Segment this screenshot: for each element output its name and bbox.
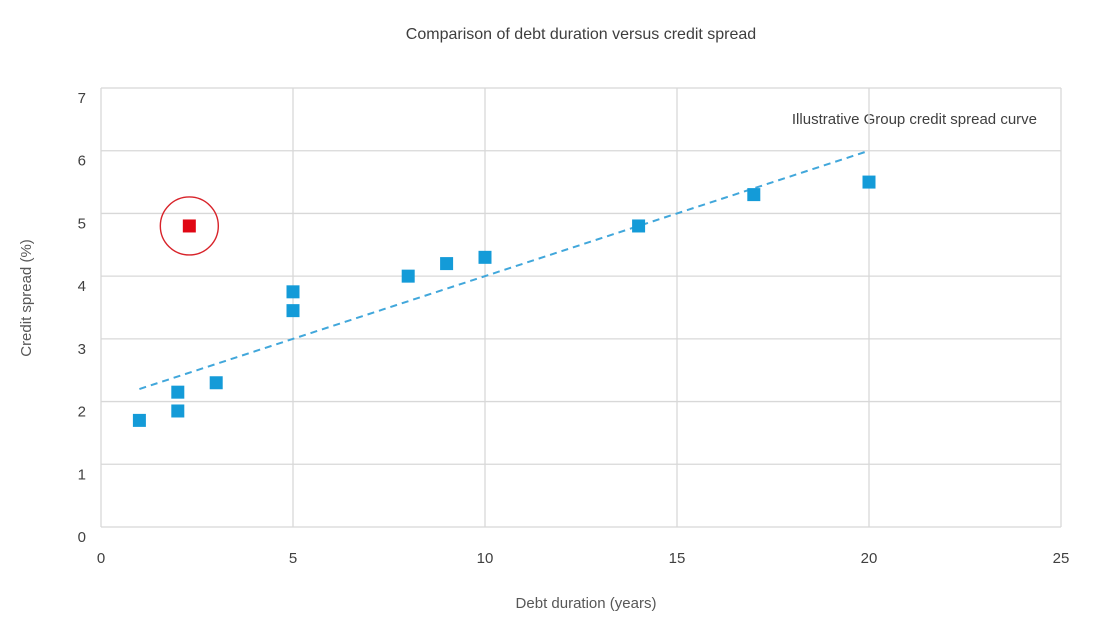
- x-tick-label: 25: [1053, 550, 1070, 567]
- x-tick-label: 15: [669, 550, 686, 567]
- data-point: [862, 175, 876, 189]
- x-tick-label: 5: [289, 550, 297, 567]
- y-tick-label: 6: [78, 153, 86, 170]
- y-tick-label: 0: [78, 529, 86, 546]
- data-point: [171, 404, 185, 418]
- plot-area: 0 5 10 15 20 25 0 1 2 3 4 5 6 7: [78, 87, 1070, 567]
- y-axis-title: Credit spread (%): [18, 239, 35, 357]
- data-point: [171, 385, 185, 399]
- data-point: [478, 250, 492, 264]
- data-point: [286, 285, 300, 299]
- highlight-circle: [159, 196, 220, 256]
- chart-title: Comparison of debt duration versus credi…: [406, 26, 756, 43]
- x-axis-title: Debt duration (years): [516, 595, 657, 612]
- y-tick-label: 3: [78, 341, 86, 358]
- highlighted-data-point: [182, 219, 196, 233]
- x-tick-label: 10: [477, 550, 494, 567]
- legend-label: Illustrative Group credit spread curve: [792, 111, 1037, 128]
- y-tick-label: 7: [78, 90, 86, 107]
- data-point: [401, 269, 415, 283]
- y-tick-label: 1: [78, 466, 86, 483]
- data-point: [632, 219, 646, 233]
- y-tick-label: 4: [78, 278, 86, 295]
- y-tick-label: 2: [78, 404, 86, 421]
- data-point: [747, 188, 761, 202]
- y-tick-label: 5: [78, 215, 86, 232]
- data-point: [132, 413, 146, 427]
- trend-line: [139, 149, 870, 390]
- data-point: [440, 257, 454, 271]
- x-tick-label: 0: [97, 550, 105, 567]
- x-tick-label: 20: [861, 550, 878, 567]
- data-point: [209, 376, 223, 390]
- data-point: [286, 304, 300, 318]
